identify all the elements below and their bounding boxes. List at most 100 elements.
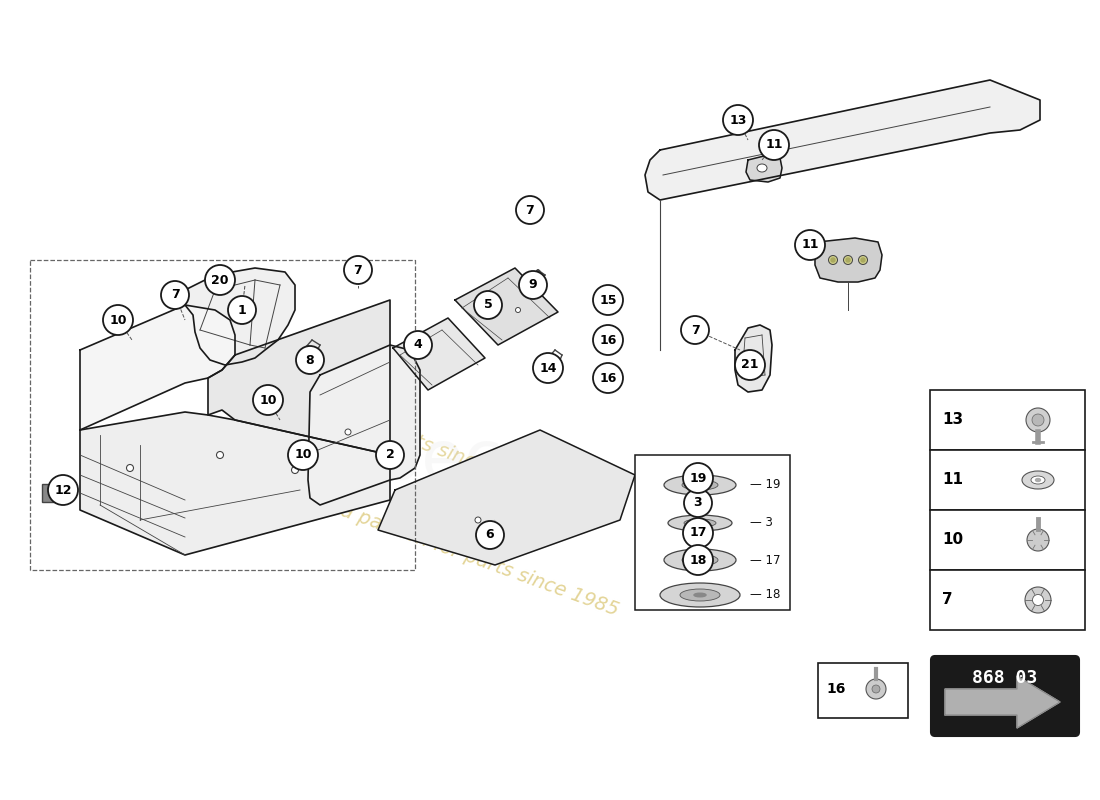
Text: 21: 21 xyxy=(741,358,759,371)
Circle shape xyxy=(228,296,256,324)
Circle shape xyxy=(593,285,623,315)
Text: 20: 20 xyxy=(211,274,229,286)
Text: 10: 10 xyxy=(260,394,277,406)
Text: eu: eu xyxy=(267,423,373,497)
Circle shape xyxy=(735,350,764,380)
Polygon shape xyxy=(308,345,420,505)
Text: 17: 17 xyxy=(690,526,706,539)
Text: 18: 18 xyxy=(690,554,706,566)
Polygon shape xyxy=(80,412,390,555)
Polygon shape xyxy=(455,268,558,345)
FancyBboxPatch shape xyxy=(42,484,70,502)
Polygon shape xyxy=(945,676,1060,728)
Circle shape xyxy=(404,331,432,359)
Ellipse shape xyxy=(664,475,736,495)
Circle shape xyxy=(536,270,540,274)
Text: 7: 7 xyxy=(353,263,362,277)
Ellipse shape xyxy=(664,549,736,571)
Circle shape xyxy=(161,281,189,309)
Circle shape xyxy=(1032,414,1044,426)
Circle shape xyxy=(476,521,504,549)
Text: specs: specs xyxy=(341,426,539,494)
Circle shape xyxy=(516,196,544,224)
Ellipse shape xyxy=(1035,478,1041,482)
FancyBboxPatch shape xyxy=(635,455,790,610)
Circle shape xyxy=(723,105,754,135)
FancyBboxPatch shape xyxy=(930,510,1085,570)
Text: 7: 7 xyxy=(942,593,953,607)
Ellipse shape xyxy=(695,522,705,524)
Ellipse shape xyxy=(694,558,705,562)
Polygon shape xyxy=(208,300,390,455)
Text: 13: 13 xyxy=(729,114,747,126)
Circle shape xyxy=(866,679,886,699)
Ellipse shape xyxy=(694,483,705,486)
Text: 7: 7 xyxy=(170,289,179,302)
Text: 5: 5 xyxy=(484,298,493,311)
Circle shape xyxy=(593,363,623,393)
Circle shape xyxy=(48,475,78,505)
Circle shape xyxy=(551,356,556,360)
Polygon shape xyxy=(185,268,295,365)
Text: 3: 3 xyxy=(694,497,702,510)
Text: 16: 16 xyxy=(826,682,846,696)
Ellipse shape xyxy=(680,589,720,601)
Polygon shape xyxy=(815,238,882,282)
Text: 868 03: 868 03 xyxy=(972,669,1037,687)
Text: 11: 11 xyxy=(942,473,962,487)
Circle shape xyxy=(345,429,351,435)
Ellipse shape xyxy=(660,583,740,607)
Circle shape xyxy=(344,256,372,284)
Text: 7: 7 xyxy=(526,203,535,217)
Text: 14: 14 xyxy=(539,362,557,374)
Polygon shape xyxy=(393,318,485,390)
Text: 10: 10 xyxy=(109,314,126,326)
Polygon shape xyxy=(746,155,782,182)
Text: — 19: — 19 xyxy=(750,478,781,491)
Circle shape xyxy=(103,305,133,335)
Text: 10: 10 xyxy=(295,449,311,462)
Circle shape xyxy=(684,489,712,517)
Circle shape xyxy=(603,288,607,292)
Circle shape xyxy=(205,265,235,295)
Circle shape xyxy=(1026,408,1050,432)
Circle shape xyxy=(474,291,502,319)
Text: a passion for parts since 1985: a passion for parts since 1985 xyxy=(258,376,541,494)
Text: 16: 16 xyxy=(600,334,617,346)
Circle shape xyxy=(475,517,481,523)
Circle shape xyxy=(217,451,223,458)
Text: — 18: — 18 xyxy=(750,589,780,602)
Circle shape xyxy=(846,258,850,262)
Circle shape xyxy=(314,356,317,360)
FancyBboxPatch shape xyxy=(931,656,1079,736)
Circle shape xyxy=(759,130,789,160)
Text: 12: 12 xyxy=(54,483,72,497)
Ellipse shape xyxy=(682,480,718,490)
Circle shape xyxy=(830,258,835,262)
Circle shape xyxy=(1027,529,1049,551)
FancyBboxPatch shape xyxy=(930,390,1085,450)
FancyBboxPatch shape xyxy=(930,570,1085,630)
Text: 9: 9 xyxy=(529,278,537,291)
FancyBboxPatch shape xyxy=(930,450,1085,510)
Ellipse shape xyxy=(668,515,732,531)
Circle shape xyxy=(126,465,133,471)
Text: 16: 16 xyxy=(600,371,617,385)
Circle shape xyxy=(1025,587,1050,613)
Text: 7: 7 xyxy=(691,323,700,337)
Text: — 17: — 17 xyxy=(750,554,781,566)
Circle shape xyxy=(683,463,713,493)
Text: 11: 11 xyxy=(801,238,818,251)
Text: — 3: — 3 xyxy=(750,517,773,530)
Circle shape xyxy=(861,258,865,262)
Text: a passion for parts since 1985: a passion for parts since 1985 xyxy=(339,501,622,619)
Polygon shape xyxy=(378,430,635,565)
Ellipse shape xyxy=(757,164,767,172)
Circle shape xyxy=(296,346,324,374)
Text: 6: 6 xyxy=(486,529,494,542)
Ellipse shape xyxy=(694,594,706,597)
Ellipse shape xyxy=(1022,471,1054,489)
Circle shape xyxy=(519,271,547,299)
Text: 19: 19 xyxy=(690,471,706,485)
Circle shape xyxy=(795,230,825,260)
